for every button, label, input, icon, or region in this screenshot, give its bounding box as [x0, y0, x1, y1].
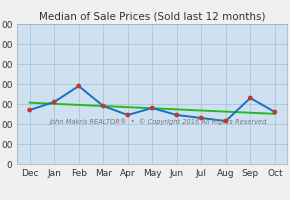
Text: John Makris REALTOR®  •  © Copyright 2016 All Rights Reserved: John Makris REALTOR® • © Copyright 2016 … [49, 119, 266, 125]
Title: Median of Sale Prices (Sold last 12 months): Median of Sale Prices (Sold last 12 mont… [39, 12, 266, 22]
Point [150, 106, 155, 110]
Point [175, 113, 179, 117]
Point [101, 104, 106, 108]
Point [248, 96, 253, 100]
Point [199, 116, 204, 120]
Point [76, 84, 81, 88]
Point [52, 100, 57, 104]
Point [27, 108, 32, 112]
Point [273, 110, 277, 114]
Point [125, 113, 130, 117]
Point [224, 119, 228, 123]
